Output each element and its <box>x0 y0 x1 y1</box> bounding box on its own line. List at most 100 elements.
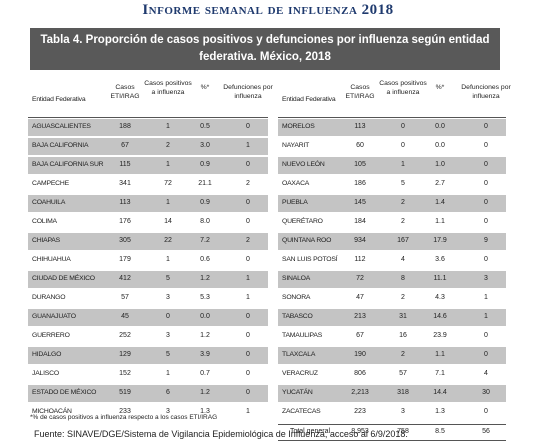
cell-value: 2 <box>246 180 250 187</box>
total-value: 8.5 <box>435 428 445 435</box>
cell-value: 179 <box>119 256 131 263</box>
state-name: NAYARIT <box>282 142 310 149</box>
state-name: SAN LUIS POTOSÍ <box>282 256 338 263</box>
cell-value: 934 <box>354 237 366 244</box>
total-value: 8,953 <box>351 428 369 435</box>
row-background <box>278 214 506 231</box>
state-name: ESTADO DE MÉXICO <box>32 389 97 396</box>
row-background <box>278 385 506 402</box>
cell-value: 1 <box>484 313 488 320</box>
cell-value: 145 <box>354 199 366 206</box>
state-name: BAJA CALIFORNIA SUR <box>32 161 104 168</box>
row-background <box>278 195 506 212</box>
cell-value: 0 <box>246 161 250 168</box>
row-background <box>28 309 268 326</box>
state-name: TLAXCALA <box>282 351 316 358</box>
cell-value: 4 <box>401 256 405 263</box>
cell-value: 3.6 <box>435 256 445 263</box>
cell-value: 5 <box>166 275 170 282</box>
cell-value: 0 <box>484 351 488 358</box>
cell-value: 152 <box>119 370 131 377</box>
cell-value: 14.4 <box>433 389 447 396</box>
cell-value: 2 <box>401 351 405 358</box>
cell-value: 213 <box>354 313 366 320</box>
cell-value: 67 <box>356 332 364 339</box>
cell-value: 0 <box>401 142 405 149</box>
cell-value: 0 <box>246 199 250 206</box>
cell-value: 0 <box>246 351 250 358</box>
header-rule <box>28 117 268 118</box>
cell-value: 14.6 <box>433 313 447 320</box>
table-title: Tabla 4. Proporción de casos positivos y… <box>30 28 500 70</box>
row-background <box>278 138 506 155</box>
cell-value: 1 <box>401 161 405 168</box>
cell-value: 1 <box>166 199 170 206</box>
cell-value: 0.9 <box>200 199 210 206</box>
row-background <box>28 176 268 193</box>
column-header: %* <box>435 84 445 91</box>
cell-value: 0 <box>484 123 488 130</box>
state-name: TAMAULIPAS <box>282 332 323 339</box>
column-header: Defunciones por influenza <box>461 84 511 100</box>
cell-value: 1.2 <box>200 332 210 339</box>
row-background <box>278 157 506 174</box>
column-header: Casos positivos a influenza <box>379 80 427 96</box>
state-name: GUERRERO <box>32 332 70 339</box>
cell-value: 129 <box>119 351 131 358</box>
cell-value: 190 <box>354 351 366 358</box>
cell-value: 0 <box>166 313 170 320</box>
state-name: QUERÉTARO <box>282 218 323 225</box>
cell-value: 0 <box>484 161 488 168</box>
cell-value: 1.3 <box>435 408 445 415</box>
cell-value: 167 <box>397 237 409 244</box>
state-name: SONORA <box>282 294 311 301</box>
row-background <box>28 404 268 421</box>
cell-value: 60 <box>356 142 364 149</box>
cell-value: 1.0 <box>435 161 445 168</box>
cell-value: 0 <box>246 218 250 225</box>
cell-value: 5 <box>166 351 170 358</box>
cell-value: 7.1 <box>435 370 445 377</box>
row-background <box>28 290 268 307</box>
cell-value: 14 <box>164 218 172 225</box>
cell-value: 1 <box>166 370 170 377</box>
cell-value: 806 <box>354 370 366 377</box>
column-header: Entidad Federativa <box>32 96 86 103</box>
total-label: Total general <box>289 428 331 435</box>
cell-value: 0 <box>246 256 250 263</box>
state-name: GUANAJUATO <box>32 313 76 320</box>
state-name: NUEVO LEÓN <box>282 161 325 168</box>
state-name: JALISCO <box>32 370 59 377</box>
cell-value: 16 <box>399 332 407 339</box>
cell-value: 5 <box>401 180 405 187</box>
cell-value: 0 <box>246 313 250 320</box>
cell-value: 105 <box>354 161 366 168</box>
cell-value: 0.0 <box>435 142 445 149</box>
row-background <box>278 119 506 136</box>
column-header: Casos positivos a influenza <box>144 80 192 96</box>
footnote: *% de casos positivos a influenza respec… <box>30 414 218 421</box>
cell-value: 4 <box>484 370 488 377</box>
cell-value: 519 <box>119 389 131 396</box>
state-name: PUEBLA <box>282 199 308 206</box>
cell-value: 21.1 <box>198 180 212 187</box>
cell-value: 30 <box>482 389 490 396</box>
state-name: COAHUILA <box>32 199 66 206</box>
cell-value: 412 <box>119 275 131 282</box>
row-background <box>278 366 506 383</box>
cell-value: 0 <box>484 199 488 206</box>
cell-value: 0 <box>484 142 488 149</box>
cell-value: 72 <box>356 275 364 282</box>
cell-value: 2,213 <box>351 389 369 396</box>
cell-value: 9 <box>484 237 488 244</box>
cell-value: 318 <box>397 389 409 396</box>
cell-value: 186 <box>354 180 366 187</box>
cell-value: 1 <box>246 275 250 282</box>
row-background <box>28 271 268 288</box>
cell-value: 1 <box>246 408 250 415</box>
state-name: MICHOACÁN <box>32 408 72 415</box>
cell-value: 1 <box>166 123 170 130</box>
cell-value: 0 <box>401 123 405 130</box>
cell-value: 112 <box>354 256 366 263</box>
row-background <box>278 328 506 345</box>
